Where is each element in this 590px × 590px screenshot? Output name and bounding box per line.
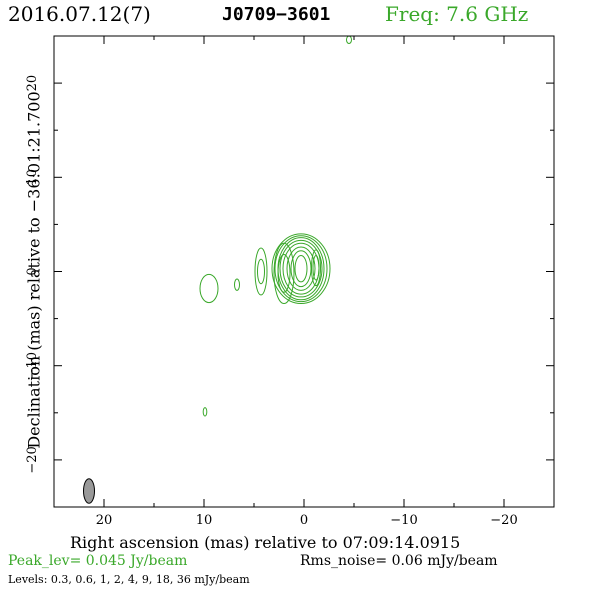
contour-3-1 [254,247,268,296]
beam-group [83,478,95,504]
y-axis-label: Declination (mas) relative to −36:01:21.… [24,91,44,449]
contour-0-0 [294,254,308,283]
y-tick-label: −10 [25,352,40,379]
contour-0-1 [290,250,312,288]
contour-2-1 [273,242,295,305]
contour-6-0 [202,407,208,417]
beam-ellipse [83,478,95,504]
contour-0-7 [271,233,331,305]
contour-1-0 [312,254,320,281]
y-tick-label: 20 [25,75,40,92]
contour-1-1 [311,249,321,287]
x-axis-label: Right ascension (mas) relative to 07:09:… [70,533,461,552]
contour-5-0 [199,273,219,304]
x-tick-label: 20 [96,513,113,528]
contour-0-4 [279,239,323,298]
tick-group: 20 10 0 −10 −20 20 10 0 −10 −20 [25,35,555,528]
frequency-label: Freq: 7.6 GHz [385,2,529,26]
contour-7-0 [346,35,352,45]
x-tick-label: −20 [490,513,517,528]
observation-date: 2016.07.12(7) [8,2,151,26]
rms-noise: Rms_noise= 0.06 mJy/beam [300,553,498,569]
contour-2-0 [277,254,291,293]
contour-levels: Levels: 0.3, 0.6, 1, 2, 4, 9, 18, 36 mJy… [8,573,250,586]
x-tick-label: 0 [300,513,308,528]
contour-4-0 [234,278,240,291]
plot-frame [53,35,555,508]
y-tick-label: 10 [25,169,40,186]
contour-0-2 [286,246,316,291]
peak-level: Peak_lev= 0.045 Jy/beam [8,553,188,569]
y-tick-label: 0 [25,267,40,275]
x-tick-label: −10 [390,513,417,528]
contour-0-6 [274,235,328,303]
source-name: J0709−3601 [222,4,331,25]
y-tick-label: −20 [25,446,40,473]
contour-3-0 [257,258,265,285]
contour-group [199,35,352,417]
x-tick-label: 10 [196,513,213,528]
